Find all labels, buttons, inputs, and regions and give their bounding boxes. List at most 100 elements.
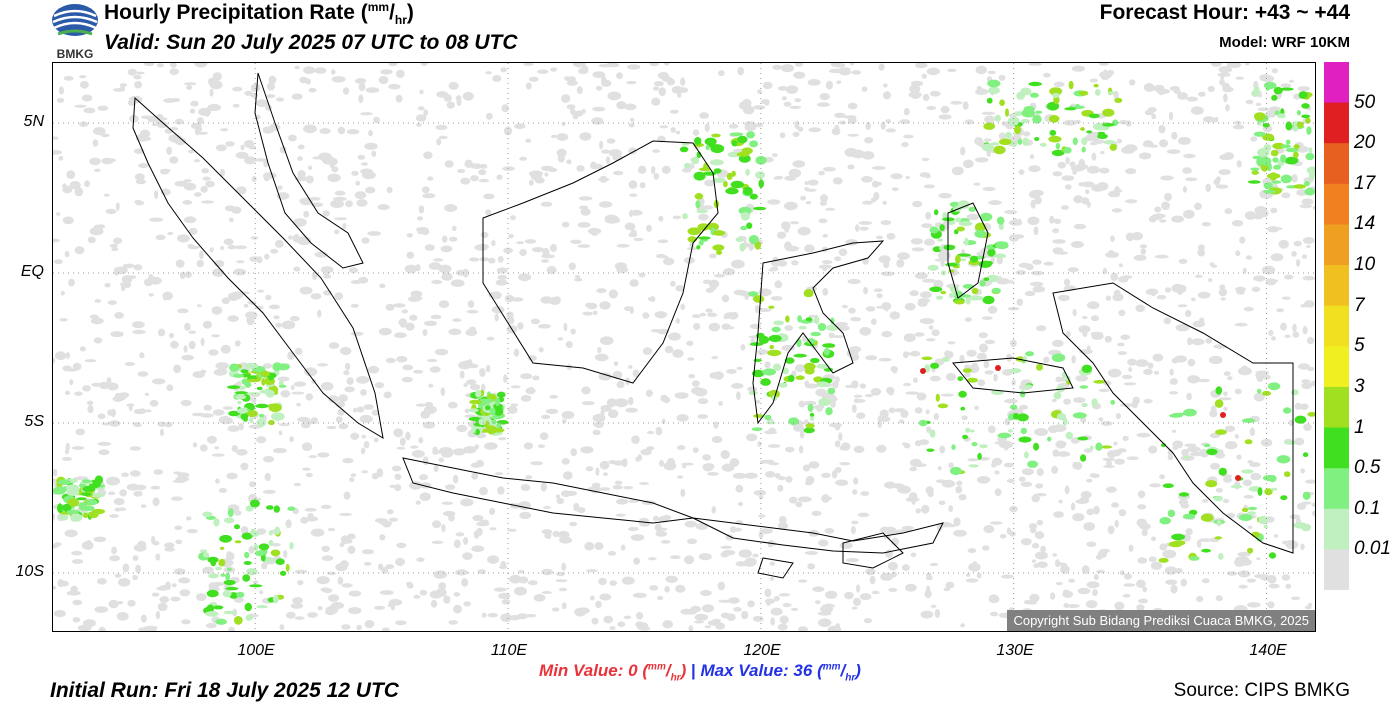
precip-cell [1018,476,1026,482]
precip-cell [1262,374,1271,380]
precip-cell [1245,63,1250,66]
precip-cell [386,186,393,194]
precip-cell [885,549,893,558]
precip-cell [117,507,127,512]
precip-cell [199,549,208,553]
precip-cell [483,193,495,200]
precip-cell [133,264,143,271]
precip-cell [926,426,932,434]
precip-cell [758,530,764,539]
precip-cell [711,436,723,443]
precip-cell [576,607,590,614]
precip-cell [807,79,821,86]
precip-cell [975,88,989,95]
precip-cell [248,545,255,554]
precip-cell [738,206,752,215]
precip-cell [183,182,197,191]
precip-cell [561,602,567,610]
precip-cell [797,126,804,132]
precip-cell [113,498,125,506]
precip-cell [672,215,682,220]
precip-cell [658,87,666,97]
precip-cell [1097,133,1108,139]
lon-label-120e: 120E [743,642,781,659]
precip-cell [764,588,772,598]
precip-cell [760,99,770,105]
precip-cell [910,80,924,87]
precip-cell [97,413,106,420]
precip-cell [736,366,743,370]
precip-cell [240,412,249,421]
precip-cell [1203,443,1211,448]
precip-cell [566,80,578,86]
precip-cell [876,305,889,309]
precip-cell [624,222,636,231]
precip-cell [621,576,635,585]
precip-cell [923,184,936,189]
precip-cell [753,414,764,418]
precip-cell [1019,404,1028,410]
precip-cell [725,187,739,195]
precip-cell [834,440,841,448]
precip-cell [1301,103,1310,109]
precip-cell [608,460,617,465]
precip-cell [66,509,77,515]
precip-cell [783,101,792,107]
precip-max-cell [920,368,926,374]
precip-cell [687,538,698,545]
precip-cell [441,235,448,243]
precip-cell [988,595,1000,604]
precip-cell [557,337,564,341]
precip-cell [680,488,686,497]
precip-cell [170,496,183,501]
precip-cell [584,541,595,551]
precip-cell [342,87,350,95]
precip-cell [925,409,930,415]
precip-cell [330,602,344,610]
precip-cell [764,414,772,421]
precip-cell [133,75,142,80]
precip-cell [837,325,850,331]
precip-cell [1122,334,1128,340]
precip-cell [1056,451,1071,457]
precip-cell [1227,376,1233,381]
precip-cell [86,499,98,506]
precip-cell [334,229,340,235]
precip-cell [1311,502,1315,508]
precip-cell [1071,355,1076,364]
precip-cell [86,400,94,406]
coastline [757,557,794,579]
precip-cell [327,527,336,532]
precip-cell [540,201,553,207]
precip-cell [168,332,175,339]
precip-cell [585,466,594,472]
precip-cell [540,296,553,304]
precip-cell [1009,404,1018,410]
precip-cell [53,544,59,549]
precip-cell [958,390,967,398]
precip-cell [1245,99,1254,105]
precip-cell [373,116,380,124]
precip-cell [422,193,436,199]
precip-cell [920,610,934,619]
precip-cell [1093,505,1100,515]
precip-cell [1105,295,1111,301]
precip-cell [228,410,240,417]
precip-cell [135,200,145,206]
precip-cell [633,557,641,565]
precip-cell [409,314,418,321]
precip-cell [1123,573,1132,580]
precip-cell [725,534,734,541]
precip-cell [98,449,110,456]
precip-cell [134,81,143,89]
precip-cell [819,93,830,101]
precip-cell [1138,598,1148,604]
precip-cell [350,331,364,336]
precip-cell [1129,79,1136,86]
precip-cell [770,266,779,272]
precip-cell [1031,559,1036,563]
precip-cell [1111,502,1120,508]
precip-cell [1305,152,1315,161]
precip-cell [290,385,295,390]
precip-cell [1156,294,1167,300]
